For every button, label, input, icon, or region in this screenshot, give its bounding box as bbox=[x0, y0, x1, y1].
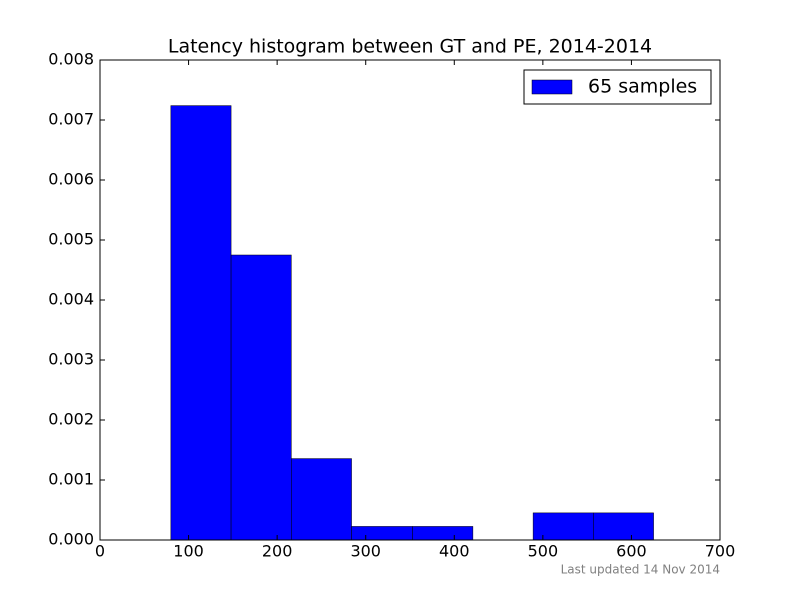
histogram-bar bbox=[291, 458, 352, 541]
x-tick-label: 400 bbox=[439, 542, 470, 561]
y-tick-label: 0.000 bbox=[48, 530, 94, 549]
y-tick-label: 0.008 bbox=[48, 50, 94, 69]
x-tick-label: 300 bbox=[350, 542, 381, 561]
legend-label: 65 samples bbox=[588, 76, 697, 98]
y-tick-label: 0.005 bbox=[48, 230, 94, 249]
histogram-bar bbox=[351, 526, 413, 541]
y-tick-label: 0.003 bbox=[48, 350, 94, 369]
x-tick-label: 500 bbox=[528, 542, 559, 561]
histogram-bar bbox=[593, 512, 654, 541]
x-tick-label: 100 bbox=[173, 542, 204, 561]
footer-note: Last updated 14 Nov 2014 bbox=[561, 563, 720, 577]
x-tick-label: 200 bbox=[262, 542, 293, 561]
histogram-bar bbox=[412, 526, 474, 541]
y-tick-label: 0.002 bbox=[48, 410, 94, 429]
chart-title: Latency histogram between GT and PE, 201… bbox=[168, 36, 652, 58]
x-tick-label: 700 bbox=[705, 542, 736, 561]
legend-swatch bbox=[531, 79, 573, 95]
histogram-bar bbox=[230, 254, 292, 541]
y-tick-label: 0.004 bbox=[48, 290, 94, 309]
y-tick-label: 0.001 bbox=[48, 470, 94, 489]
x-tick-label: 600 bbox=[616, 542, 647, 561]
histogram-bar bbox=[170, 105, 232, 541]
histogram-bar bbox=[532, 512, 594, 541]
x-tick-label: 0 bbox=[95, 542, 105, 561]
y-tick-label: 0.006 bbox=[48, 170, 94, 189]
y-tick-label: 0.007 bbox=[48, 110, 94, 129]
